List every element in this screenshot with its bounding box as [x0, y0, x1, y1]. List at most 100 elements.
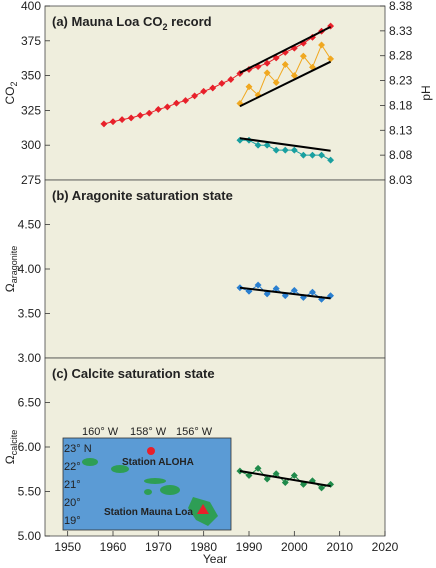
panel-a-marks [100, 22, 335, 164]
data-point [109, 118, 117, 126]
data-point [299, 151, 307, 159]
y-right-tick-label: 8.18 [389, 98, 413, 112]
trend-line [239, 60, 332, 108]
data-point [263, 475, 271, 483]
y-right-tick-label: 8.23 [389, 74, 413, 88]
data-point [281, 60, 289, 69]
panel-b-frame [44, 179, 386, 359]
y-right-tick-label: 8.08 [389, 148, 413, 162]
panel-b-marks [236, 281, 335, 303]
panel-c-ylabel: Ωcalcite [3, 430, 19, 465]
panel-a-left-axis: 275 300 325 350 375 400 [21, 0, 50, 187]
y-right-tick-label: 8.28 [389, 49, 413, 63]
data-point [100, 120, 108, 128]
panel-c-title: (c) Calcite saturation state [52, 366, 215, 381]
data-point [317, 41, 326, 49]
y-tick-label: 5.00 [18, 529, 42, 543]
trend-line [239, 137, 331, 152]
panel-b-title: (b) Aragonite saturation state [52, 188, 233, 203]
data-point [127, 114, 135, 122]
x-tick-label: 1970 [145, 540, 172, 554]
panel-a-title: (a) Mauna Loa CO2 record [52, 14, 212, 32]
data-point [308, 151, 317, 159]
data-point [263, 69, 271, 77]
data-point [290, 471, 298, 480]
island-kauai [82, 458, 98, 466]
lon-label-158: 158° W [130, 426, 167, 438]
y-tick-label: 6.50 [18, 396, 42, 410]
data-point [245, 287, 253, 295]
data-point [327, 156, 335, 164]
station-aloha-marker [147, 447, 155, 455]
y-right-tick-label: 8.38 [389, 0, 413, 13]
x-tick-label: 2000 [281, 540, 308, 554]
y-tick-label: 400 [21, 0, 41, 13]
lat-label-19: 19° [64, 515, 81, 527]
data-point [163, 103, 171, 111]
inset-map: 160° W 158° W 156° W 23° N 22° 21° 20° 1… [62, 426, 232, 531]
data-point [263, 141, 271, 149]
data-point [245, 83, 253, 91]
data-point [317, 151, 326, 159]
lon-label-156: 156° W [176, 426, 213, 438]
panel-a-ylabel-left: CO2 [3, 81, 19, 104]
y-tick-label: 3.50 [18, 307, 42, 321]
trend-line [239, 470, 331, 488]
data-point [290, 146, 298, 154]
data-point [154, 105, 162, 113]
y-right-tick-label: 8.33 [389, 24, 413, 38]
panel-c-marks [236, 464, 335, 492]
y-tick-label: 4.00 [18, 262, 42, 276]
data-point [227, 75, 235, 84]
data-point [281, 479, 289, 487]
data-point [245, 471, 253, 480]
data-point [200, 87, 208, 95]
y-tick-label: 325 [21, 103, 41, 117]
x-tick-label: 1980 [190, 540, 217, 554]
panel-a: (a) Mauna Loa CO2 record 275 300 325 350 375… [3, 0, 433, 187]
lon-label-160: 160° W [82, 426, 119, 438]
x-tick-label: 2020 [372, 540, 399, 554]
lat-label-21: 21° [64, 479, 81, 491]
y-tick-label: 300 [21, 138, 41, 152]
data-point [272, 79, 280, 87]
panel-b-ylabel: Ωaragonite [3, 246, 19, 293]
lat-label-22: 22° [64, 461, 81, 473]
trend-line [239, 25, 332, 74]
panel-b-axis: 3.00 3.50 4.00 4.50 [18, 218, 50, 365]
data-point [317, 484, 326, 492]
x-tick-label: 1950 [54, 540, 81, 554]
y-right-tick-label: 8.13 [389, 123, 413, 137]
panel-a-frame [44, 5, 386, 181]
station-mauna-loa-label: Station Mauna Loa [104, 507, 193, 518]
station-mauna-loa-marker [197, 504, 209, 514]
panel-a-right-axis: 8.03 8.08 8.13 8.18 8.23 8.28 8.33 8.38 [380, 0, 413, 187]
data-point [181, 96, 190, 105]
data-point [145, 109, 153, 117]
lat-label-20: 20° [64, 497, 81, 509]
island-oahu [111, 465, 129, 473]
panel-a-ylabel-right: pH [419, 85, 433, 100]
x-tick-label: 1990 [236, 540, 263, 554]
data-point [263, 59, 271, 67]
data-point [272, 146, 280, 154]
y-tick-label: 6.00 [18, 440, 42, 454]
data-point [209, 84, 217, 92]
data-point [299, 52, 307, 60]
x-tick-label: 2010 [326, 540, 353, 554]
data-point [172, 99, 181, 107]
data-point [263, 290, 271, 298]
y-tick-label: 5.50 [18, 485, 42, 499]
data-point [254, 464, 262, 472]
y-tick-label: 350 [21, 69, 41, 83]
y-tick-label: 3.00 [18, 351, 42, 365]
y-tick-label: 4.50 [18, 218, 42, 232]
y-tick-label: 275 [21, 173, 41, 187]
panel-b: (b) Aragonite saturation state 3.00 3.50 4… [3, 179, 386, 365]
data-point [218, 79, 226, 87]
lat-label-23: 23° N [64, 443, 92, 455]
y-tick-label: 375 [21, 34, 41, 48]
panel-c-axis: 5.00 5.50 6.00 6.50 [18, 396, 50, 543]
island-lanai [144, 489, 152, 495]
